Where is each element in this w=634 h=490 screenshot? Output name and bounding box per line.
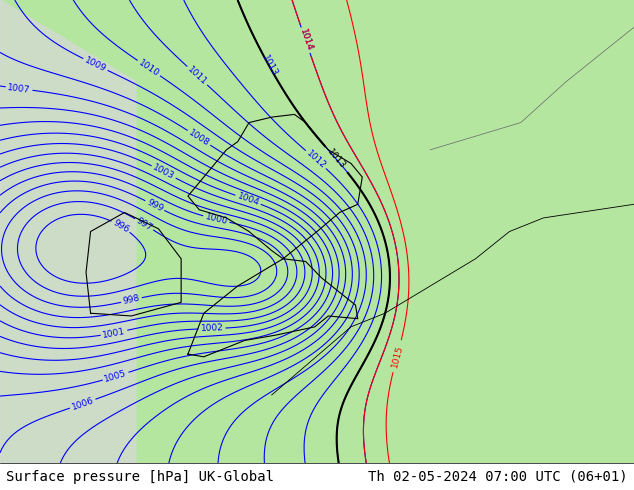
- Text: 1008: 1008: [187, 128, 211, 148]
- Text: 1013: 1013: [260, 54, 279, 78]
- Text: 1013: 1013: [326, 148, 347, 171]
- Text: 1009: 1009: [83, 55, 108, 74]
- Text: 1001: 1001: [102, 326, 126, 340]
- Text: 1000: 1000: [204, 212, 228, 226]
- Text: 1003: 1003: [152, 163, 176, 181]
- Text: 1002: 1002: [200, 324, 224, 333]
- Text: 998: 998: [122, 294, 141, 306]
- Text: 999: 999: [145, 197, 164, 214]
- Text: Th 02-05-2024 07:00 UTC (06+01): Th 02-05-2024 07:00 UTC (06+01): [368, 469, 628, 484]
- Text: 1004: 1004: [236, 192, 261, 208]
- Text: Surface pressure [hPa] UK-Global: Surface pressure [hPa] UK-Global: [6, 469, 275, 484]
- Text: 1014: 1014: [297, 28, 314, 52]
- Text: 1014: 1014: [297, 28, 314, 52]
- Text: 1015: 1015: [390, 344, 404, 368]
- Text: 997: 997: [134, 216, 154, 233]
- Text: 1012: 1012: [304, 148, 327, 171]
- Text: 1006: 1006: [70, 396, 95, 412]
- Text: 1007: 1007: [7, 83, 31, 95]
- Text: 1010: 1010: [137, 58, 161, 78]
- Text: 996: 996: [111, 218, 131, 235]
- Polygon shape: [0, 0, 136, 463]
- Text: 1011: 1011: [186, 65, 209, 87]
- Text: 1005: 1005: [103, 368, 128, 384]
